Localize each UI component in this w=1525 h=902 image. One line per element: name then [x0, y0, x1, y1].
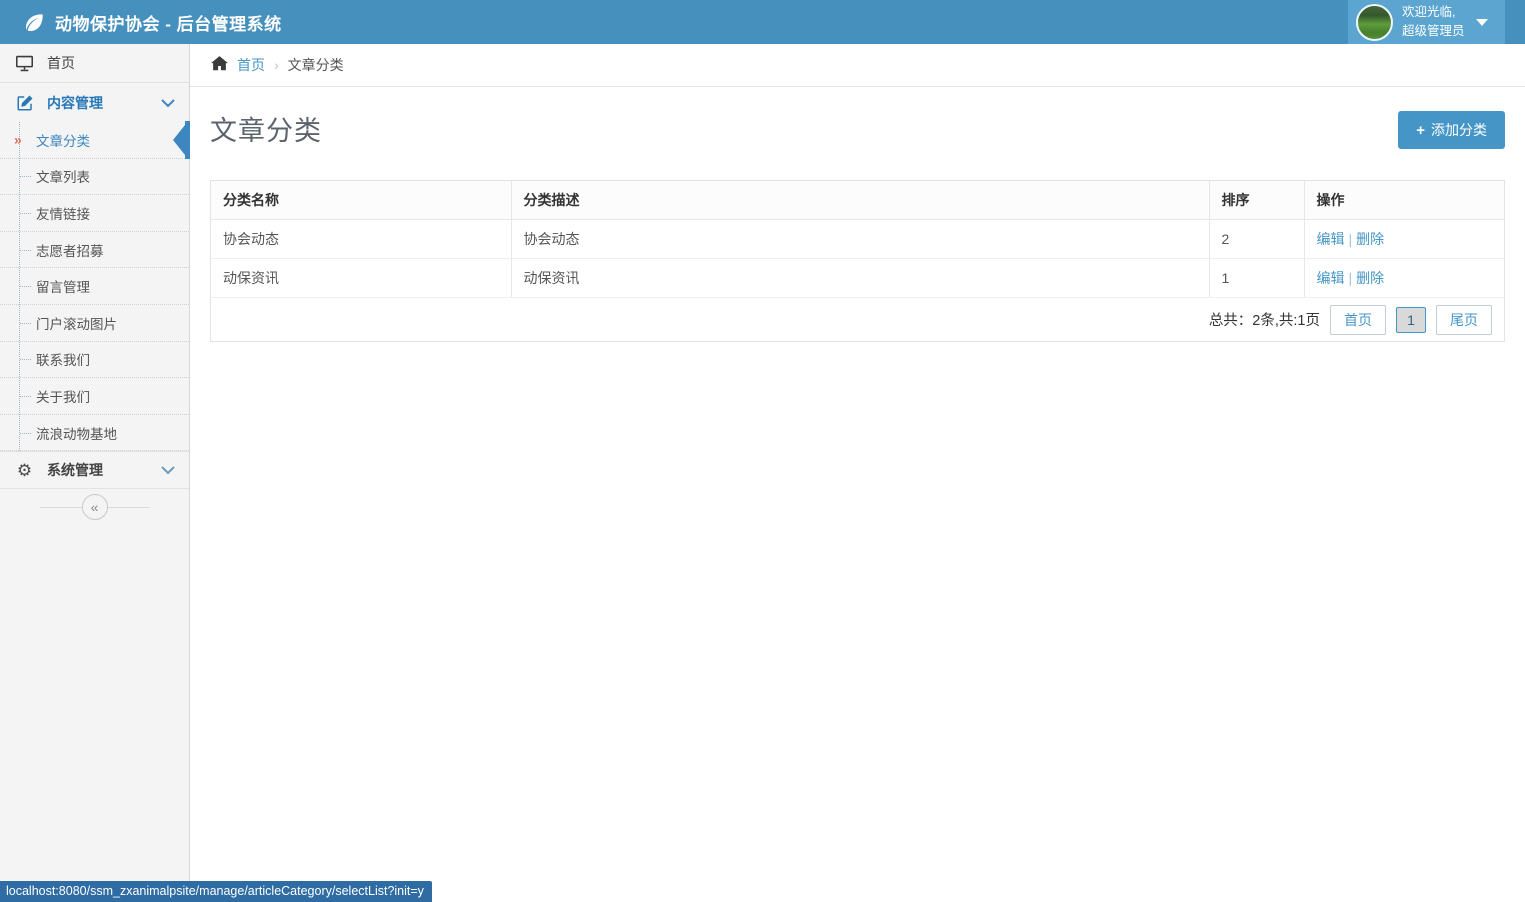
- pagination-summary: 总共：2条,共:1页: [1208, 313, 1320, 329]
- sidebar-item-label: 文章分类: [36, 133, 90, 149]
- active-item-indicator: [185, 121, 190, 159]
- breadcrumb-separator: ›: [274, 57, 279, 73]
- user-menu[interactable]: 欢迎光临, 超级管理员: [1348, 0, 1505, 44]
- tree-leader: [20, 286, 31, 288]
- column-header-sort: 排序: [1208, 181, 1304, 220]
- user-avatar: [1356, 3, 1393, 41]
- sidebar-item-label: 志愿者招募: [36, 243, 104, 259]
- sidebar-section-label: 内容管理: [47, 94, 103, 111]
- gear-icon: ⚙: [16, 460, 33, 480]
- column-header-desc: 分类描述: [510, 181, 1209, 220]
- add-category-button[interactable]: + 添加分类: [1398, 111, 1505, 149]
- breadcrumb-current: 文章分类: [287, 57, 344, 73]
- pagination-last-button[interactable]: 尾页: [1436, 304, 1492, 335]
- breadcrumb-home-link[interactable]: 首页: [237, 57, 265, 73]
- sidebar-item-home[interactable]: 首页: [0, 44, 189, 83]
- sidebar-section-system[interactable]: ⚙ 系统管理: [0, 451, 189, 490]
- action-separator: |: [1348, 231, 1353, 247]
- main-content: 首页 › 文章分类 文章分类 + 添加分类 分类名称: [190, 44, 1525, 902]
- column-header-name: 分类名称: [211, 181, 511, 220]
- tree-leader: [20, 359, 31, 361]
- sidebar-item-label: 留言管理: [36, 280, 90, 296]
- tree-leader: [20, 212, 31, 214]
- tree-leader: [20, 395, 31, 397]
- cell-actions: 编辑 | 删除: [1303, 219, 1504, 259]
- home-icon: [211, 56, 228, 74]
- category-table-panel: 分类名称 分类描述 排序 操作 协会动态 协会动态 2 编辑 | 删除: [210, 180, 1505, 342]
- delete-link[interactable]: 删除: [1356, 231, 1385, 247]
- pagination: 总共：2条,共:1页 首页 1 尾页: [211, 298, 1504, 341]
- brand: 动物保护协会 - 后台管理系统: [0, 10, 282, 35]
- sidebar-item-volunteer-recruit[interactable]: 志愿者招募: [0, 232, 189, 269]
- sidebar-item-label: 关于我们: [36, 389, 90, 405]
- pagination-first-button[interactable]: 首页: [1330, 304, 1386, 335]
- table-row: 动保资讯 动保资讯 1 编辑 | 删除: [211, 258, 1504, 298]
- sidebar-item-friend-links[interactable]: 友情链接: [0, 195, 189, 232]
- sidebar-item-label: 友情链接: [36, 206, 90, 222]
- welcome-text: 欢迎光临, 超级管理员: [1402, 3, 1465, 41]
- cell-category-name: 动保资讯: [211, 258, 511, 298]
- welcome-line2: 超级管理员: [1402, 24, 1465, 38]
- sidebar-item-message-manage[interactable]: 留言管理: [0, 268, 189, 305]
- sidebar-item-article-category[interactable]: » 文章分类: [0, 121, 190, 159]
- edit-square-icon: [15, 94, 34, 112]
- sidebar-item-portal-slider[interactable]: 门户滚动图片: [0, 305, 189, 342]
- sidebar-item-label: 文章列表: [36, 170, 90, 186]
- tree-leader: [20, 249, 31, 251]
- tree-leader: [20, 432, 31, 434]
- sidebar-item-article-list[interactable]: 文章列表: [0, 159, 189, 196]
- cell-actions: 编辑 | 删除: [1303, 258, 1504, 298]
- sidebar-item-label: 门户滚动图片: [36, 316, 117, 332]
- sidebar-item-about-us[interactable]: 关于我们: [0, 378, 189, 415]
- add-category-label: 添加分类: [1431, 122, 1487, 138]
- table-header-row: 分类名称 分类描述 排序 操作: [211, 181, 1504, 220]
- edit-link[interactable]: 编辑: [1316, 270, 1345, 286]
- action-separator: |: [1348, 270, 1353, 286]
- plus-icon: +: [1416, 121, 1425, 139]
- category-table: 分类名称 分类描述 排序 操作 协会动态 协会动态 2 编辑 | 删除: [211, 181, 1504, 298]
- status-bar-link: localhost:8080/ssm_zxanimalpsite/manage/…: [0, 881, 432, 902]
- tree-leader: [20, 322, 31, 324]
- cell-sort: 2: [1208, 219, 1304, 259]
- column-header-actions: 操作: [1303, 181, 1504, 220]
- sidebar: 首页 内容管理 » 文章分类: [0, 44, 190, 902]
- cell-category-desc: 协会动态: [510, 219, 1209, 259]
- sidebar-item-stray-animal-base[interactable]: 流浪动物基地: [0, 415, 189, 452]
- content-submenu: » 文章分类 文章列表 友情链接 志愿者招募 留言管理: [0, 121, 190, 452]
- cell-category-desc: 动保资讯: [510, 258, 1209, 298]
- tree-leader: [20, 176, 31, 178]
- chevron-down-icon: [161, 462, 175, 478]
- table-row: 协会动态 协会动态 2 编辑 | 删除: [211, 219, 1504, 259]
- leaf-icon: [22, 11, 45, 34]
- sidebar-collapse-row: «: [0, 491, 189, 523]
- breadcrumb: 首页 › 文章分类: [190, 44, 1525, 87]
- cell-category-name: 协会动态: [211, 219, 511, 259]
- sidebar-item-label: 首页: [47, 55, 75, 71]
- sidebar-item-contact-us[interactable]: 联系我们: [0, 342, 189, 379]
- monitor-icon: [15, 55, 34, 72]
- pagination-page-1-button[interactable]: 1: [1396, 306, 1426, 333]
- page-title: 文章分类: [210, 116, 322, 146]
- double-angle-right-icon: »: [14, 131, 22, 148]
- sidebar-item-label: 流浪动物基地: [36, 426, 117, 442]
- chevron-down-icon: [161, 95, 175, 111]
- collapse-sidebar-button[interactable]: «: [81, 494, 108, 521]
- top-header: 动物保护协会 - 后台管理系统 欢迎光临, 超级管理员: [0, 0, 1525, 44]
- app-title: 动物保护协会 - 后台管理系统: [55, 14, 282, 34]
- sidebar-section-label: 系统管理: [47, 462, 103, 479]
- sidebar-item-label: 联系我们: [36, 353, 90, 369]
- sidebar-section-content[interactable]: 内容管理: [0, 83, 189, 122]
- welcome-line1: 欢迎光临,: [1402, 5, 1456, 20]
- caret-down-icon: [1475, 18, 1488, 26]
- cell-sort: 1: [1208, 258, 1304, 298]
- delete-link[interactable]: 删除: [1356, 270, 1385, 286]
- edit-link[interactable]: 编辑: [1316, 231, 1345, 247]
